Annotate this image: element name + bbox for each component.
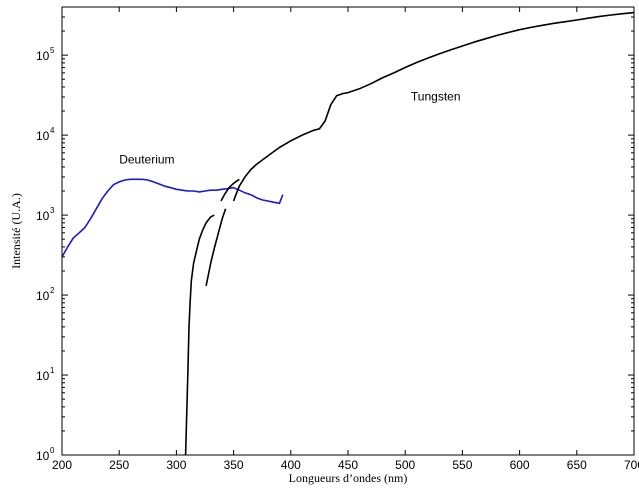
y-tick-exponent: 5	[50, 46, 55, 55]
x-tick-label: 300	[166, 458, 186, 472]
y-tick-exponent: 0	[50, 446, 55, 455]
x-tick-label: 200	[52, 458, 72, 472]
x-tick-label: 500	[395, 458, 415, 472]
x-tick-label: 550	[452, 458, 472, 472]
series-line-5	[232, 11, 634, 202]
y-tick-exponent: 1	[50, 366, 55, 375]
annotation-tungsten: Tungsten	[411, 90, 461, 104]
y-tick-label: 10	[36, 449, 50, 463]
y-tick-label: 10	[36, 49, 50, 63]
series-line-2	[184, 214, 215, 455]
x-tick-label: 400	[281, 458, 301, 472]
series-line-4	[220, 178, 240, 202]
x-tick-label: 350	[224, 458, 244, 472]
x-tick-label: 250	[109, 458, 129, 472]
x-tick-label: 600	[510, 458, 530, 472]
y-tick-exponent: 3	[50, 206, 55, 215]
y-tick-exponent: 4	[50, 126, 55, 135]
annotation-deuterium: Deuterium	[119, 153, 174, 167]
y-tick-label: 10	[36, 289, 50, 303]
x-axis-title: Longueurs d’ondes (nm)	[289, 471, 408, 485]
y-tick-label: 10	[36, 209, 50, 223]
series-line-3	[205, 208, 227, 287]
y-tick-label: 10	[36, 129, 50, 143]
x-tick-label: 700	[624, 458, 639, 472]
y-axis-title: Intensité (U.A.)	[9, 193, 23, 269]
y-tick-label: 10	[36, 369, 50, 383]
y-tick-exponent: 2	[50, 286, 55, 295]
x-tick-label: 650	[567, 458, 587, 472]
series-line-1	[62, 178, 284, 258]
x-tick-label: 450	[338, 458, 358, 472]
